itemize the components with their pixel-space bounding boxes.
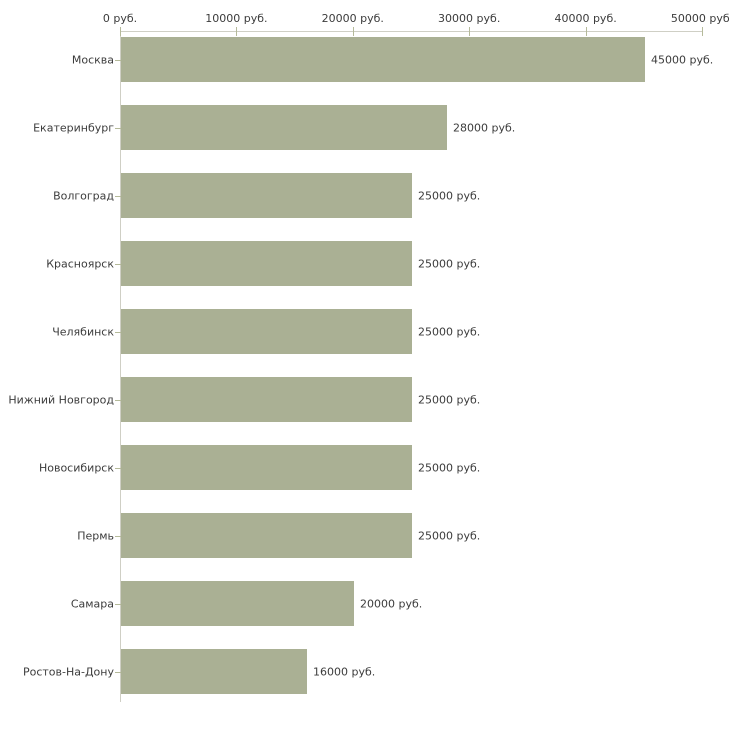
x-axis-tick-label: 10000 руб. — [205, 12, 268, 25]
bar-2 — [121, 105, 447, 150]
y-axis-tick — [115, 399, 121, 401]
category-label: Екатеринбург — [33, 121, 114, 134]
x-axis-tick — [120, 27, 121, 36]
value-label: 20000 руб. — [360, 597, 423, 610]
bar-5 — [121, 309, 412, 354]
bar-4 — [121, 241, 412, 286]
category-label: Волгоград — [53, 189, 114, 202]
y-axis-tick — [115, 603, 121, 605]
category-label: Новосибирск — [38, 461, 114, 474]
category-label: Самара — [70, 597, 114, 610]
category-label: Красноярск — [46, 257, 114, 270]
value-label: 25000 руб. — [418, 257, 481, 270]
bar-9 — [121, 581, 354, 626]
value-label: 45000 руб. — [651, 53, 714, 66]
y-axis-tick — [115, 467, 121, 469]
value-label: 16000 руб. — [313, 665, 376, 678]
x-axis-line — [120, 31, 703, 32]
x-axis-tick — [702, 27, 703, 36]
category-label: Москва — [71, 53, 114, 66]
bar-3 — [121, 173, 412, 218]
bar-6 — [121, 377, 412, 422]
x-axis-tick — [352, 27, 354, 36]
value-label: 25000 руб. — [418, 461, 481, 474]
value-label: 25000 руб. — [418, 393, 481, 406]
y-axis-tick — [115, 671, 121, 673]
bar-7 — [121, 445, 412, 490]
bar-10 — [121, 649, 307, 694]
category-label: Нижний Новгород — [8, 393, 114, 406]
value-label: 25000 руб. — [418, 325, 481, 338]
y-axis-line — [120, 31, 121, 702]
x-axis-tick — [585, 27, 587, 36]
x-axis-tick — [469, 27, 471, 36]
y-axis-tick — [115, 331, 121, 333]
value-label: 28000 руб. — [453, 121, 516, 134]
category-label: Ростов-На-Дону — [22, 665, 114, 678]
y-axis-tick — [115, 263, 121, 265]
y-axis-tick — [115, 59, 121, 61]
y-axis-tick — [115, 195, 121, 197]
y-axis-tick — [115, 535, 121, 537]
bar-1 — [121, 37, 645, 82]
y-axis-tick — [115, 127, 121, 129]
x-axis-tick-label: 0 руб. — [102, 12, 138, 25]
x-axis-tick — [236, 27, 238, 36]
bar-8 — [121, 513, 412, 558]
category-label: Пермь — [77, 529, 114, 542]
x-axis-tick-label: 50000 руб. — [670, 12, 730, 25]
value-label: 25000 руб. — [418, 189, 481, 202]
x-axis-tick-label: 30000 руб. — [438, 12, 501, 25]
x-axis-tick-label: 20000 руб. — [321, 12, 384, 25]
value-label: 25000 руб. — [418, 529, 481, 542]
x-axis-tick-label: 40000 руб. — [554, 12, 617, 25]
category-label: Челябинск — [52, 325, 114, 338]
